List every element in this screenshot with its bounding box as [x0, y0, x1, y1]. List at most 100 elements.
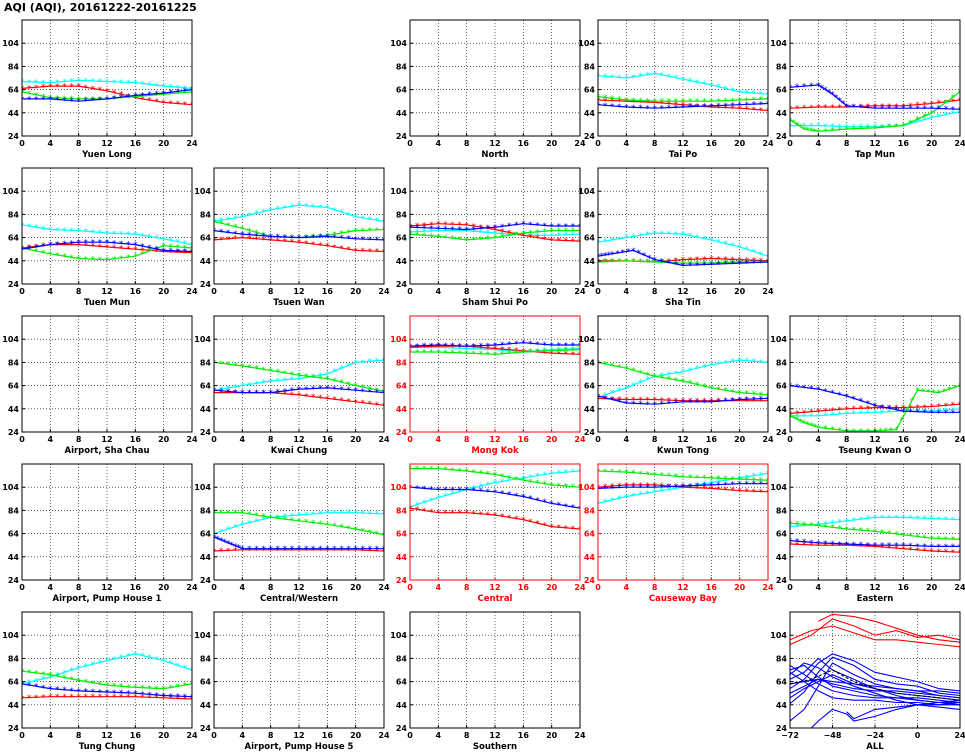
- data-point: *: [119, 683, 124, 693]
- data-point: *: [283, 376, 288, 386]
- tick-label-y: 44: [8, 553, 20, 562]
- data-point: *: [375, 510, 380, 520]
- tick-label-y: 44: [776, 109, 788, 118]
- data-point: *: [190, 101, 195, 111]
- data-point: *: [535, 221, 540, 231]
- data-point: *: [240, 521, 245, 531]
- data-point: *: [844, 104, 849, 114]
- data-point: *: [27, 90, 32, 100]
- tick-label-y: 84: [8, 654, 20, 663]
- data-point: *: [788, 105, 793, 115]
- tick-label-x: 0: [915, 731, 921, 740]
- data-point: *: [176, 693, 181, 703]
- data-point: *: [226, 509, 231, 519]
- data-point: *: [34, 79, 39, 89]
- series-line: [22, 89, 192, 102]
- data-point: *: [802, 126, 807, 136]
- data-point: *: [681, 98, 686, 108]
- data-point: *: [929, 105, 934, 115]
- data-point: *: [752, 90, 757, 100]
- data-point: *: [290, 545, 295, 555]
- data-point: *: [500, 347, 505, 357]
- data-point: *: [571, 503, 576, 513]
- data-point: *: [507, 340, 512, 350]
- series-line: [598, 397, 768, 402]
- data-point: *: [915, 533, 920, 543]
- data-point: *: [887, 123, 892, 133]
- data-point: *: [276, 233, 281, 243]
- data-point: *: [154, 90, 159, 100]
- data-point: *: [361, 510, 366, 520]
- data-point: *: [226, 525, 231, 535]
- data-point: *: [105, 95, 110, 105]
- series-line: [410, 349, 580, 355]
- data-point: *: [830, 127, 835, 137]
- data-point: *: [41, 242, 46, 252]
- tick-label-x: 8: [268, 731, 274, 740]
- data-point: *: [119, 94, 124, 104]
- tick-label-x: 4: [48, 583, 54, 592]
- data-point: *: [617, 235, 622, 245]
- data-point: *: [667, 98, 672, 108]
- data-point: *: [190, 249, 195, 259]
- data-point: *: [500, 478, 505, 488]
- tick-label-y: 24: [396, 132, 408, 141]
- data-point: *: [140, 693, 145, 703]
- data-point: *: [222, 538, 227, 548]
- data-point: *: [617, 495, 622, 505]
- data-point: *: [528, 348, 533, 358]
- tick-label-y: 84: [200, 358, 212, 367]
- series-line: [598, 232, 768, 257]
- data-point: *: [422, 507, 427, 517]
- tick-label-y: 44: [8, 701, 20, 710]
- data-point: *: [674, 260, 679, 270]
- tick-label-y: 64: [396, 234, 408, 243]
- data-point: *: [443, 344, 448, 354]
- data-point: *: [48, 673, 53, 683]
- data-point: *: [261, 516, 266, 526]
- data-point: *: [915, 514, 920, 524]
- data-point: *: [737, 256, 742, 266]
- data-point: *: [84, 662, 89, 672]
- data-point: *: [119, 230, 124, 240]
- series-group: * * * * * * * * * * * * * * * * * * * * * * * * ** * * * * * * * * * * * * * *…: [410, 339, 580, 361]
- data-point: *: [660, 396, 665, 406]
- data-point: *: [147, 247, 152, 257]
- series-line: [598, 359, 768, 398]
- data-point: *: [798, 417, 803, 427]
- data-point: *: [951, 406, 956, 416]
- data-point: *: [859, 542, 864, 552]
- data-point: *: [240, 389, 245, 399]
- data-point: *: [709, 384, 714, 394]
- data-point: *: [667, 486, 672, 496]
- data-point: *: [190, 693, 195, 703]
- data-point: *: [105, 95, 110, 105]
- series-line: [214, 230, 384, 241]
- data-point: *: [894, 408, 899, 418]
- data-point: *: [297, 239, 302, 249]
- data-point: *: [457, 221, 462, 231]
- data-point: *: [176, 249, 181, 259]
- data-point: *: [443, 342, 448, 352]
- data-point: *: [48, 95, 53, 105]
- data-point: *: [766, 480, 771, 490]
- data-point: *: [240, 234, 245, 244]
- tick-label-x: 8: [652, 435, 658, 444]
- data-point: *: [958, 108, 963, 118]
- tick-label-y: 24: [8, 280, 20, 289]
- data-point: *: [617, 103, 622, 113]
- data-point: *: [183, 87, 188, 97]
- data-point: *: [450, 225, 455, 235]
- data-point: *: [730, 242, 735, 252]
- data-point: *: [41, 242, 46, 252]
- data-point: *: [922, 515, 927, 525]
- data-point: *: [702, 398, 707, 408]
- data-point: *: [290, 376, 295, 386]
- data-point: *: [631, 400, 636, 410]
- data-point: *: [844, 393, 849, 403]
- data-point: *: [479, 510, 484, 520]
- data-point: *: [521, 474, 526, 484]
- data-point: *: [535, 496, 540, 506]
